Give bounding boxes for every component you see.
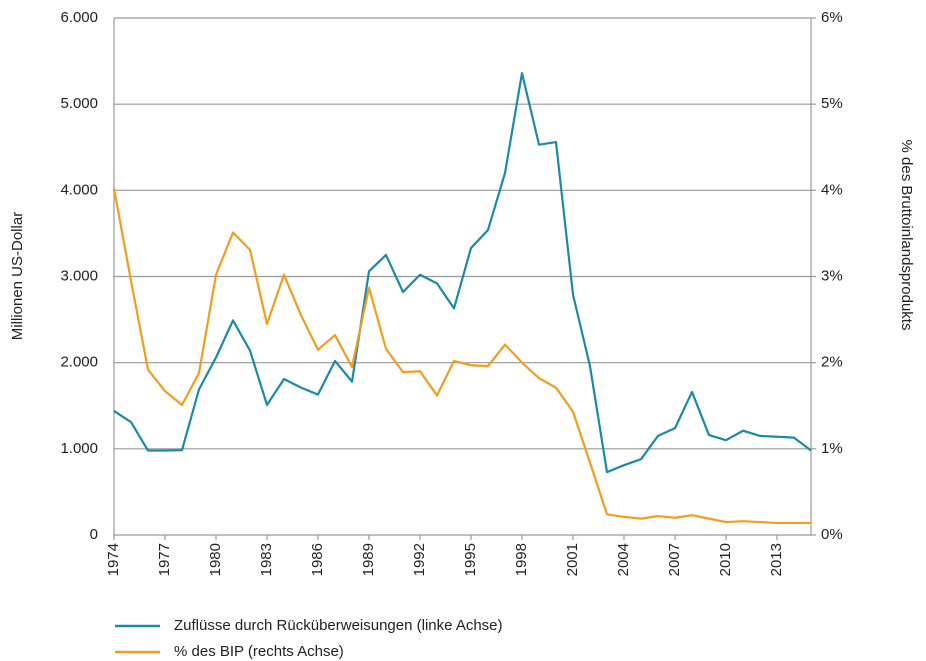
x-tick-label: 1983	[258, 543, 275, 576]
x-tick-label: 2001	[564, 543, 581, 576]
x-tick-label: 1992	[411, 543, 428, 576]
y-tick-label: 5.000	[60, 95, 98, 112]
x-tick-label: 1998	[513, 543, 530, 576]
y2-tick-label: 2%	[821, 354, 843, 371]
y2-axis-title: % des Bruttoinlandsprodukts	[898, 140, 915, 331]
legend-label: % des BIP (rechts Achse)	[174, 643, 344, 660]
y2-tick-label: 6%	[821, 9, 843, 26]
line-series	[113, 72, 812, 474]
y-tick-label: 3.000	[60, 267, 98, 284]
y-tick-label: 2.000	[60, 354, 98, 371]
y2-tick-label: 4%	[821, 181, 843, 198]
y-tick-label: 0	[90, 526, 98, 543]
legend-label: Zuflüsse durch Rücküberweisungen (linke …	[174, 617, 503, 634]
y-tick-label: 6.000	[60, 9, 98, 26]
y2-tick-label: 5%	[821, 95, 843, 112]
y-tick-label: 1.000	[60, 440, 98, 457]
x-tick-label: 1986	[309, 543, 326, 576]
y2-tick-label: 3%	[821, 267, 843, 284]
x-tick-label: 2010	[717, 543, 734, 576]
x-tick-label: 2004	[615, 543, 632, 576]
x-tick-label: 1980	[207, 543, 224, 576]
y2-tick-label: 1%	[821, 440, 843, 457]
x-tick-label: 2007	[666, 543, 683, 576]
x-tick-label: 1977	[156, 543, 173, 576]
x-tick-label: 1974	[105, 543, 122, 576]
y-axis-title: Millionen US-Dollar	[9, 212, 26, 340]
x-tick-label: 1989	[360, 543, 377, 576]
y2-tick-label: 0%	[821, 526, 843, 543]
y-tick-label: 4.000	[60, 181, 98, 198]
x-tick-label: 2013	[768, 543, 785, 576]
line-series	[112, 188, 811, 525]
x-tick-label: 1995	[462, 543, 479, 576]
